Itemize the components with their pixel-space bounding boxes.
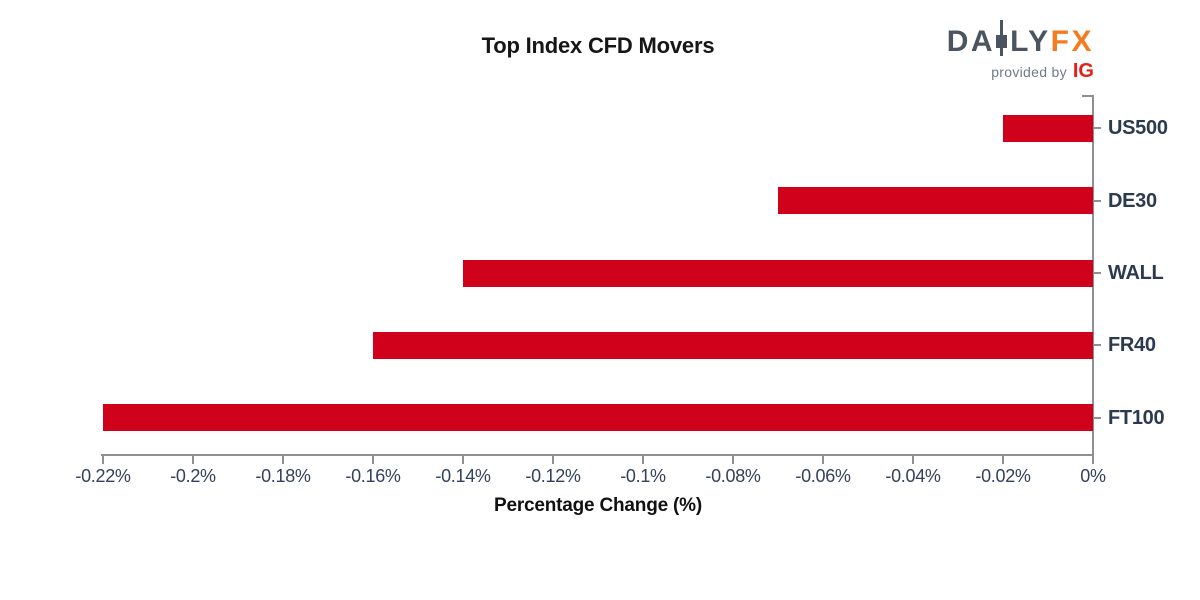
x-tick — [732, 456, 734, 464]
x-tick-label: -0.14% — [435, 466, 491, 486]
x-tick — [462, 456, 464, 464]
x-tick — [282, 456, 284, 464]
bar-ft100 — [103, 404, 1093, 432]
x-tick-label: -0.02% — [975, 466, 1031, 486]
x-tick — [102, 456, 104, 464]
category-tick-ft100 — [1093, 416, 1101, 419]
x-tick — [1092, 456, 1094, 464]
bar-de30 — [778, 187, 1093, 215]
x-tick — [912, 456, 914, 464]
x-tick — [822, 456, 824, 464]
category-label-wall: WALL — [1108, 262, 1164, 284]
x-tick — [192, 456, 194, 464]
category-label-us500: US500 — [1108, 117, 1168, 140]
bar-wall — [463, 259, 1093, 287]
y-axis-top-cap — [1082, 95, 1094, 97]
x-tick-label: -0.08% — [705, 466, 761, 486]
category-tick-de30 — [1093, 199, 1101, 202]
x-tick-label: -0.2% — [170, 466, 216, 486]
category-label-de30: DE30 — [1108, 189, 1157, 212]
ig-logo: IG — [1072, 60, 1094, 82]
category-label-fr40: FR40 — [1108, 334, 1156, 357]
x-tick — [372, 456, 374, 464]
logo-text-fx: FX — [1050, 25, 1094, 58]
dailyfx-logo: DA LYFX provided by IG — [946, 20, 1094, 81]
x-axis-line — [101, 454, 1094, 456]
chart-title: Top Index CFD Movers — [481, 33, 715, 58]
provided-by-line: provided by IG — [947, 61, 1094, 81]
candlestick-icon — [996, 20, 1008, 56]
dailyfx-wordmark: DA LYFX — [946, 20, 1094, 58]
provided-by-text: provided by — [991, 64, 1067, 80]
x-tick-label: -0.18% — [255, 466, 311, 486]
bar-fr40 — [373, 331, 1093, 359]
x-tick-label: -0.1% — [620, 466, 666, 486]
x-tick — [1002, 456, 1004, 464]
category-tick-wall — [1093, 272, 1101, 274]
x-tick — [642, 456, 644, 464]
x-tick-label: -0.16% — [345, 466, 401, 486]
y-axis-line — [1092, 95, 1094, 456]
x-tick-label: -0.04% — [885, 466, 941, 486]
logo-text-da: DA — [946, 25, 996, 58]
category-tick-fr40 — [1093, 344, 1101, 347]
x-tick-label: 0% — [1080, 466, 1106, 486]
x-tick — [552, 456, 554, 464]
category-label-ft100: FT100 — [1108, 406, 1165, 429]
x-tick-label: -0.22% — [75, 466, 131, 486]
logo-text-ly: LY — [1010, 25, 1051, 58]
x-tick-label: -0.06% — [795, 466, 851, 486]
bar-us500 — [1003, 114, 1093, 142]
x-axis-title: Percentage Change (%) — [493, 495, 703, 516]
category-tick-us500 — [1093, 127, 1101, 130]
x-tick-label: -0.12% — [525, 466, 581, 486]
